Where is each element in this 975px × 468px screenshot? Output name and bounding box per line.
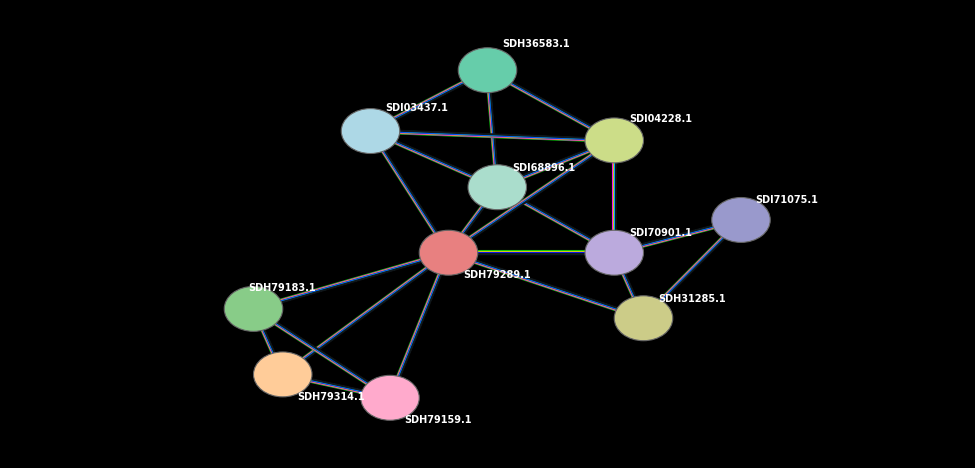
Text: SDH36583.1: SDH36583.1: [502, 39, 569, 50]
Text: SDH79183.1: SDH79183.1: [249, 283, 316, 293]
Ellipse shape: [458, 48, 517, 93]
Ellipse shape: [224, 286, 283, 331]
Ellipse shape: [419, 230, 478, 275]
Ellipse shape: [254, 352, 312, 397]
Ellipse shape: [468, 165, 526, 210]
Text: SDH79314.1: SDH79314.1: [297, 392, 365, 402]
Text: SDI71075.1: SDI71075.1: [756, 195, 818, 205]
Text: SDI70901.1: SDI70901.1: [629, 228, 691, 238]
Ellipse shape: [361, 375, 419, 420]
Text: SDI04228.1: SDI04228.1: [629, 114, 692, 124]
Ellipse shape: [712, 197, 770, 242]
Ellipse shape: [614, 296, 673, 341]
Text: SDH79159.1: SDH79159.1: [405, 415, 472, 425]
Text: SDI68896.1: SDI68896.1: [512, 162, 575, 173]
Ellipse shape: [585, 118, 644, 163]
Ellipse shape: [341, 109, 400, 154]
Ellipse shape: [585, 230, 644, 275]
Text: SDH79289.1: SDH79289.1: [463, 270, 530, 280]
Text: SDH31285.1: SDH31285.1: [658, 293, 725, 304]
Text: SDI03437.1: SDI03437.1: [385, 102, 448, 113]
